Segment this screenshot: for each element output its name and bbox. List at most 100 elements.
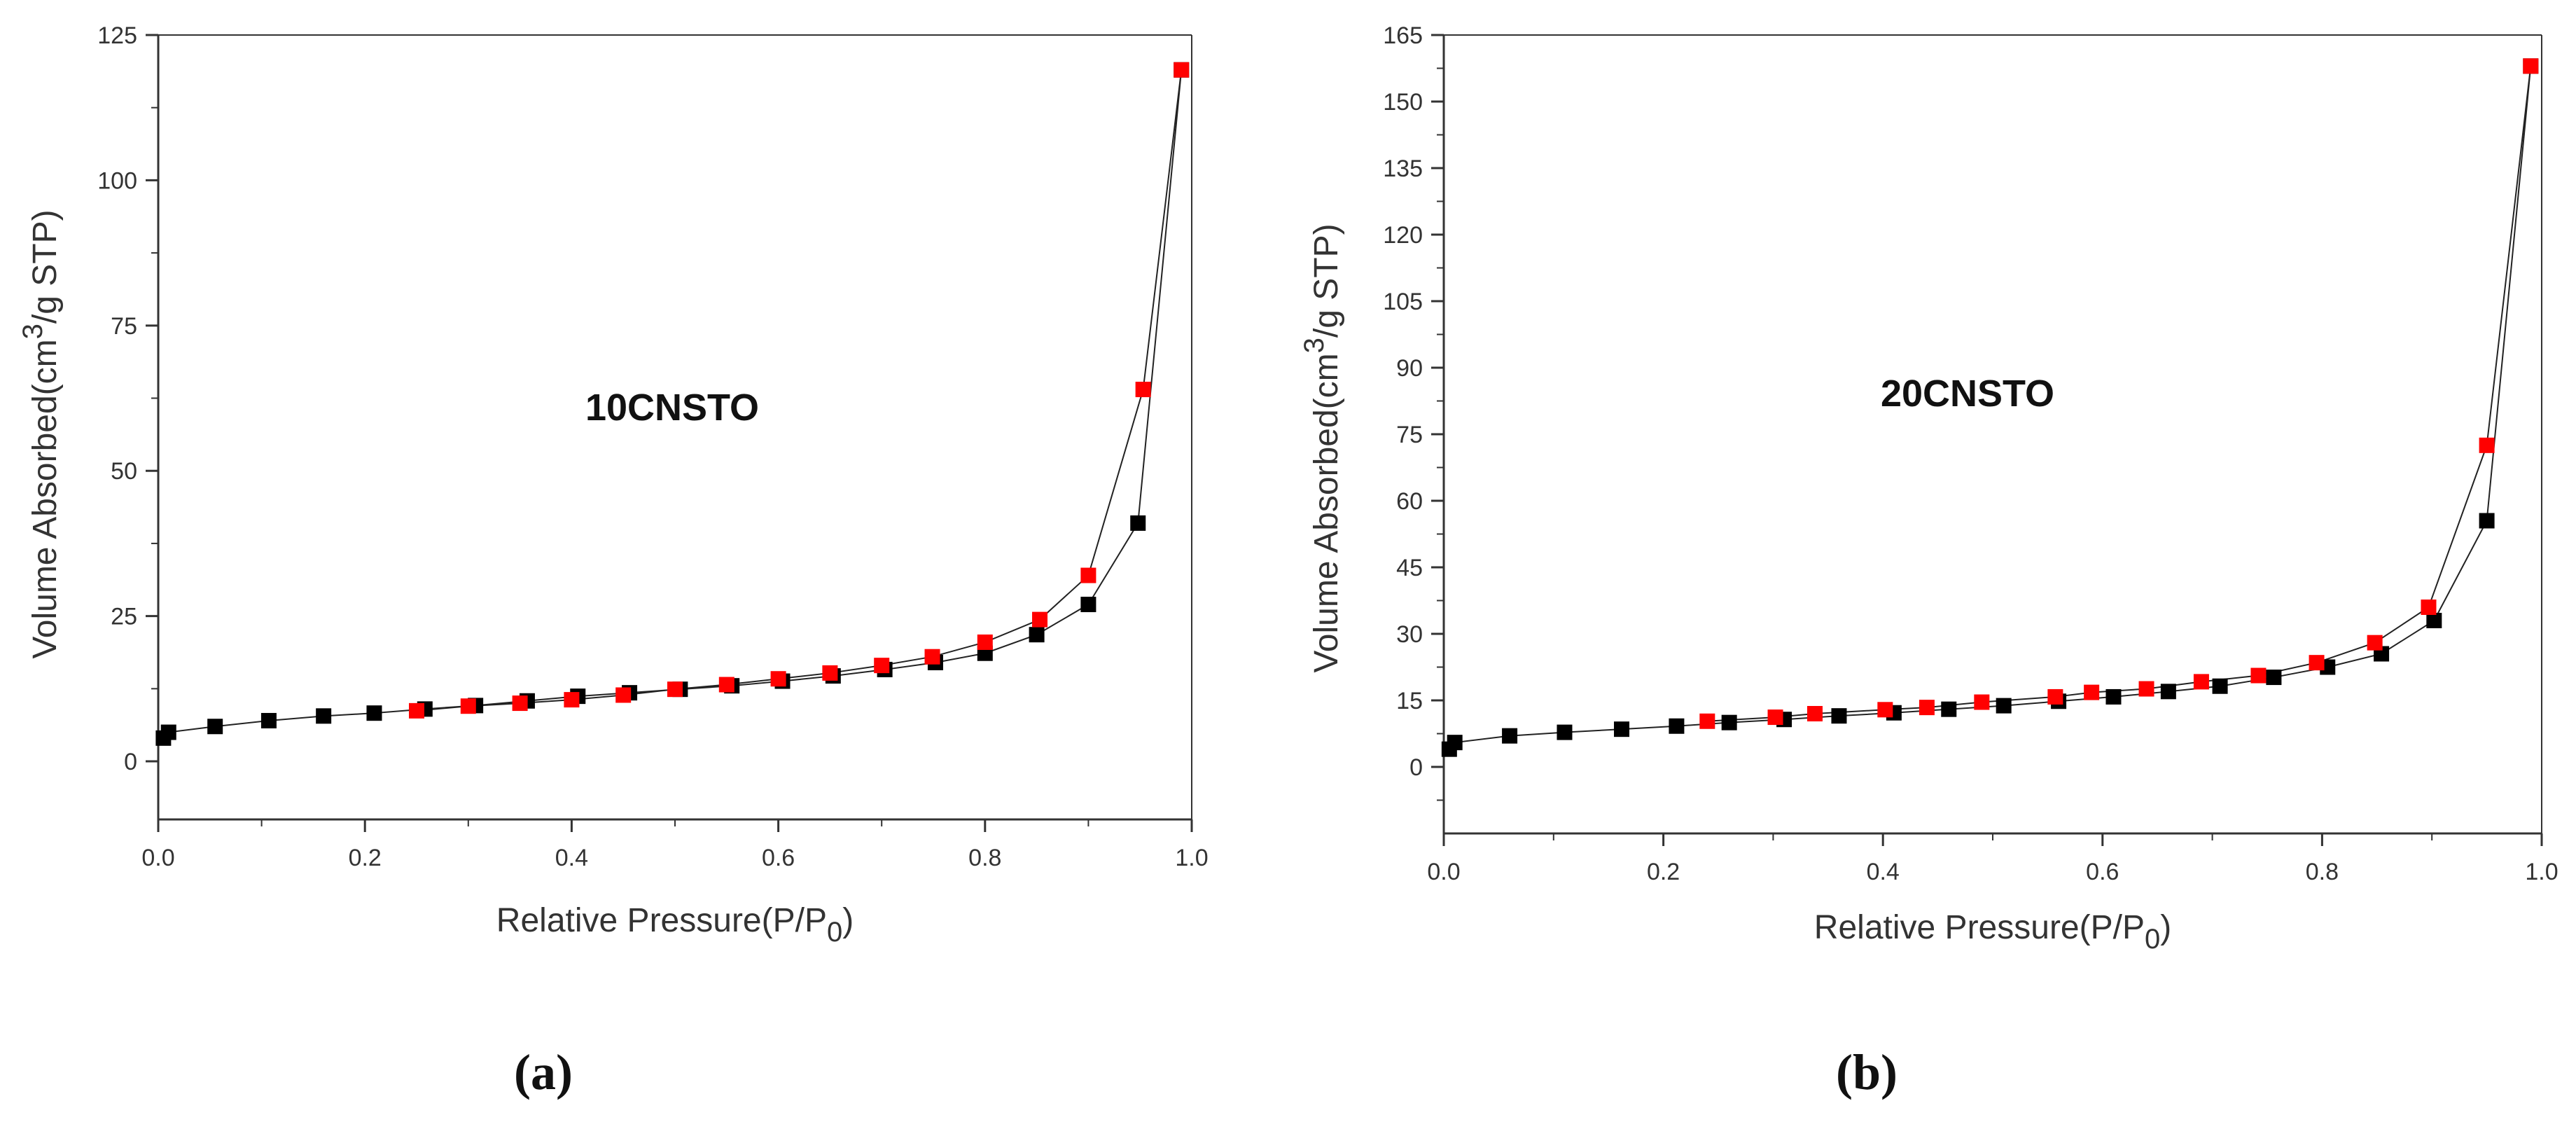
y-tick-label: 25 (111, 604, 137, 630)
data-point-desorption (770, 671, 786, 687)
data-point-desorption (2367, 635, 2383, 651)
x-tick-label: 0.2 (349, 845, 382, 871)
x-tick-label: 0.4 (1867, 859, 1900, 885)
data-point-desorption (1080, 567, 1096, 583)
data-point-adsorption (1669, 718, 1685, 734)
y-axis-title: Volume Absorbed(cm3/g STP) (1299, 223, 1345, 672)
x-axis-title-subscript: 0 (2145, 924, 2160, 955)
data-point-desorption (2523, 58, 2539, 74)
y-tick-label: 150 (1383, 89, 1423, 116)
data-point-adsorption (1557, 724, 1573, 740)
data-point-desorption (409, 702, 424, 719)
chart-1: 0.0 0.2 0.4 0.6 0.8 1.00153045607590105120135… (1299, 22, 2558, 955)
caption-a: (a) (514, 1044, 573, 1100)
data-point-desorption (564, 692, 580, 708)
data-point-desorption (822, 665, 838, 681)
data-point-desorption (924, 649, 940, 665)
y-tick-label: 30 (1396, 621, 1423, 648)
data-point-adsorption (160, 724, 176, 740)
data-point-adsorption (1502, 728, 1518, 744)
series-line-desorption (416, 69, 1183, 712)
x-tick-label: 0.4 (555, 845, 588, 871)
data-point-adsorption (1614, 721, 1630, 737)
y-tick-label: 60 (1396, 488, 1423, 515)
data-point-desorption (1767, 709, 1783, 726)
data-point-desorption (1699, 713, 1715, 729)
data-point-adsorption (316, 708, 332, 724)
data-point-adsorption (2105, 688, 2122, 705)
data-point-adsorption (1130, 515, 1146, 531)
data-point-desorption (615, 687, 632, 703)
data-point-desorption (2421, 600, 2437, 615)
data-point-adsorption (2266, 670, 2282, 686)
data-point-adsorption (1080, 597, 1096, 613)
data-point-desorption (1032, 611, 1048, 628)
y-tick-label: 125 (97, 22, 137, 49)
y-axis-title-superscript: 3 (1299, 338, 1330, 353)
caption-b: (b) (1836, 1044, 1898, 1100)
y-axis-title: Volume Absorbed(cm3/g STP) (18, 209, 64, 658)
data-point-desorption (874, 658, 890, 674)
data-point-desorption (2193, 674, 2209, 690)
data-point-desorption (1877, 702, 1893, 718)
data-point-adsorption (2426, 613, 2442, 628)
y-tick-label: 75 (1396, 422, 1423, 448)
data-point-adsorption (1996, 698, 2012, 714)
y-axis-title-suffix: /g STP) (1308, 223, 1345, 338)
y-tick-label: 135 (1383, 155, 1423, 182)
data-point-desorption (1974, 694, 1990, 710)
x-tick-label: 1.0 (2525, 859, 2558, 885)
data-point-desorption (2138, 681, 2154, 697)
data-point-adsorption (1941, 701, 1957, 717)
data-point-desorption (512, 695, 528, 712)
x-axis-title: Relative Pressure(P/P0) (1814, 909, 2171, 955)
chart-0: 0.0 0.2 0.4 0.6 0.8 1.0 0 25 50 75 100 125 Relative … (18, 22, 1209, 948)
data-point-desorption (977, 634, 993, 650)
y-tick-label: 100 (97, 167, 137, 194)
data-point-adsorption (366, 705, 382, 721)
x-tick-label: 0.8 (968, 845, 1001, 871)
data-point-desorption (2047, 688, 2063, 705)
data-point-adsorption (207, 719, 223, 735)
x-tick-label: 0.0 (1427, 859, 1460, 885)
y-tick-label: 75 (111, 313, 137, 340)
data-point-desorption (1135, 382, 1151, 398)
data-point-desorption (1174, 62, 1190, 78)
y-tick-label: 105 (1383, 289, 1423, 315)
x-tick-label: 0.6 (762, 845, 795, 871)
y-tick-label: 0 (124, 749, 137, 775)
data-point-desorption (2479, 437, 2495, 453)
series-line-desorption (1707, 66, 2532, 722)
x-tick-label: 0.0 (141, 845, 174, 871)
data-point-adsorption (1029, 627, 1045, 643)
data-point-adsorption (1721, 714, 1737, 730)
x-tick-label: 0.2 (1647, 859, 1680, 885)
x-axis-title: Relative Pressure(P/P0) (496, 902, 854, 948)
sample-label: 20CNSTO (1881, 373, 2054, 415)
data-point-desorption (718, 677, 734, 693)
data-point-adsorption (260, 712, 277, 728)
data-point-adsorption (1831, 708, 1847, 724)
sample-label: 10CNSTO (585, 387, 759, 429)
data-point-desorption (2309, 655, 2325, 671)
data-point-adsorption (2212, 678, 2228, 694)
data-point-desorption (1919, 700, 1935, 716)
y-tick-label: 165 (1383, 22, 1423, 49)
y-tick-label: 15 (1396, 688, 1423, 714)
x-tick-label: 0.8 (2306, 859, 2339, 885)
data-point-adsorption (2479, 513, 2495, 529)
x-axis-title-suffix: ) (2160, 909, 2171, 946)
data-point-desorption (2250, 667, 2267, 684)
data-point-desorption (667, 681, 683, 698)
data-point-desorption (1806, 706, 1823, 721)
y-axis-title-superscript: 3 (18, 324, 48, 339)
y-tick-label: 90 (1396, 355, 1423, 382)
y-tick-label: 120 (1383, 222, 1423, 249)
x-axis-title-subscript: 0 (827, 917, 842, 948)
x-tick-label: 1.0 (1175, 845, 1208, 871)
data-point-desorption (2084, 684, 2100, 700)
x-tick-label: 0.6 (2086, 859, 2119, 885)
y-tick-label: 0 (1409, 754, 1423, 781)
y-tick-label: 45 (1396, 555, 1423, 581)
